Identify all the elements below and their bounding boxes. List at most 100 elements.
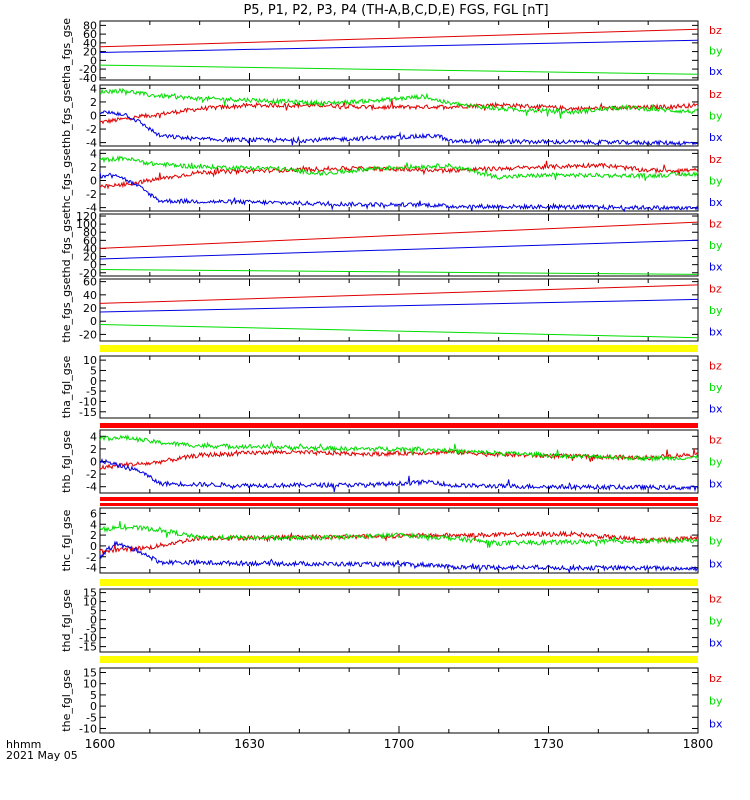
- legend-by: by: [709, 175, 723, 188]
- panel-ylabel: thb_fgs_gse: [60, 83, 73, 149]
- y-tick-label: 60: [83, 276, 97, 289]
- legend-by: by: [709, 695, 723, 708]
- y-tick-label: 4: [90, 147, 97, 160]
- legend-bx: bx: [709, 196, 723, 209]
- y-tick-label: 0: [90, 259, 97, 272]
- y-tick-label: 80: [83, 19, 97, 32]
- y-tick-label: -20: [79, 63, 97, 76]
- legend-bx: bx: [709, 261, 723, 274]
- separator-bar: [100, 579, 698, 586]
- y-tick-label: 5: [90, 364, 97, 377]
- legend-bz: bz: [709, 88, 722, 101]
- panel-frame: [99, 588, 699, 653]
- y-tick-label: -5: [86, 623, 97, 636]
- series-line-by: [99, 269, 699, 275]
- y-tick-label: 15: [83, 587, 97, 600]
- x-tick-label: 1700: [384, 737, 415, 751]
- legend-by: by: [709, 456, 723, 469]
- series-line-by: [99, 64, 699, 75]
- legend-bx: bx: [709, 637, 723, 650]
- y-tick-label: 10: [83, 354, 97, 367]
- y-tick-label: -4: [86, 481, 97, 494]
- legend-bz: bz: [709, 672, 722, 685]
- series-line-bx: [99, 172, 699, 213]
- y-tick-label: 10: [83, 678, 97, 691]
- y-tick-label: 0: [90, 700, 97, 713]
- y-tick-label: 0: [90, 540, 97, 553]
- y-tick-label: 60: [83, 28, 97, 41]
- series-line-bx: [99, 540, 699, 574]
- legend-by: by: [709, 304, 723, 317]
- panel-ylabel: the_fgs_gse: [60, 277, 73, 342]
- y-tick-label: 2: [90, 161, 97, 174]
- y-tick-label: 4: [90, 518, 97, 531]
- separator-bar: [100, 497, 698, 501]
- y-tick-label: 0: [90, 175, 97, 188]
- y-tick-label: 60: [83, 234, 97, 247]
- y-tick-label: -2: [86, 551, 97, 564]
- legend-bz: bz: [709, 24, 722, 37]
- y-tick-label: -5: [86, 711, 97, 724]
- footer-date: 2021 May 05: [6, 749, 78, 762]
- y-tick-label: 5: [90, 689, 97, 702]
- legend-bz: bz: [709, 217, 722, 230]
- legend-by: by: [709, 381, 723, 394]
- series-line-bx: [99, 109, 699, 147]
- series-line-bz: [99, 221, 699, 249]
- y-tick-label: -2: [86, 188, 97, 201]
- panel-ylabel: thc_fgl_gse: [60, 509, 73, 571]
- y-tick-label: 15: [83, 666, 97, 679]
- y-tick-label: -40: [79, 72, 97, 85]
- legend-by: by: [709, 615, 723, 628]
- plot-title: P5, P1, P2, P3, P4 (TH-A,B,C,D,E) FGS, F…: [243, 3, 548, 18]
- y-tick-label: 0: [90, 54, 97, 67]
- y-tick-label: 5: [90, 605, 97, 618]
- y-tick-label: 2: [90, 529, 97, 542]
- y-tick-label: 10: [83, 596, 97, 609]
- y-tick-label: -20: [79, 328, 97, 341]
- legend-bx: bx: [709, 557, 723, 570]
- legend-by: by: [709, 45, 723, 58]
- series-line-bz: [99, 530, 699, 556]
- legend-by: by: [709, 239, 723, 252]
- legend-bx: bx: [709, 403, 723, 416]
- y-tick-label: 120: [76, 210, 97, 223]
- panel-frame: [99, 84, 699, 147]
- panel-ylabel: thd_fgl_gse: [60, 589, 73, 652]
- y-tick-label: 6: [90, 507, 97, 520]
- series-line-bx: [99, 239, 699, 260]
- y-tick-label: 4: [90, 430, 97, 443]
- x-tick-label: 1630: [234, 737, 265, 751]
- series-line-by: [99, 434, 699, 463]
- y-tick-label: -15: [79, 406, 97, 419]
- legend-bx: bx: [709, 326, 723, 339]
- panel-ylabel: tha_fgl_gse: [60, 356, 73, 419]
- legend-bx: bx: [709, 65, 723, 78]
- panel-ylabel: thd_fgs_gse: [60, 212, 73, 278]
- y-tick-label: 2: [90, 96, 97, 109]
- panel-ylabel: the_fgl_gse: [60, 669, 73, 732]
- series-line-bz: [99, 448, 699, 470]
- separator-bar: [100, 503, 698, 506]
- series-line-by: [99, 521, 699, 548]
- series-line-by: [99, 87, 699, 119]
- panel-ylabel: thb_fgl_gse: [60, 430, 73, 493]
- y-tick-label: 0: [90, 614, 97, 627]
- legend-bz: bz: [709, 592, 722, 605]
- series-line-bx: [99, 39, 699, 53]
- series-line-bz: [99, 284, 699, 304]
- legend-bz: bz: [709, 153, 722, 166]
- y-tick-label: -15: [79, 641, 97, 654]
- y-tick-label: 0: [90, 110, 97, 123]
- y-tick-label: -4: [86, 137, 97, 150]
- panel-frame: [99, 213, 699, 277]
- legend-by: by: [709, 535, 723, 548]
- legend-bx: bx: [709, 717, 723, 730]
- y-tick-label: 20: [83, 46, 97, 59]
- panel-ylabel: tha_fgs_gse: [60, 18, 73, 83]
- series-line-by: [99, 155, 699, 181]
- y-tick-label: 0: [90, 375, 97, 388]
- y-tick-label: -20: [79, 267, 97, 280]
